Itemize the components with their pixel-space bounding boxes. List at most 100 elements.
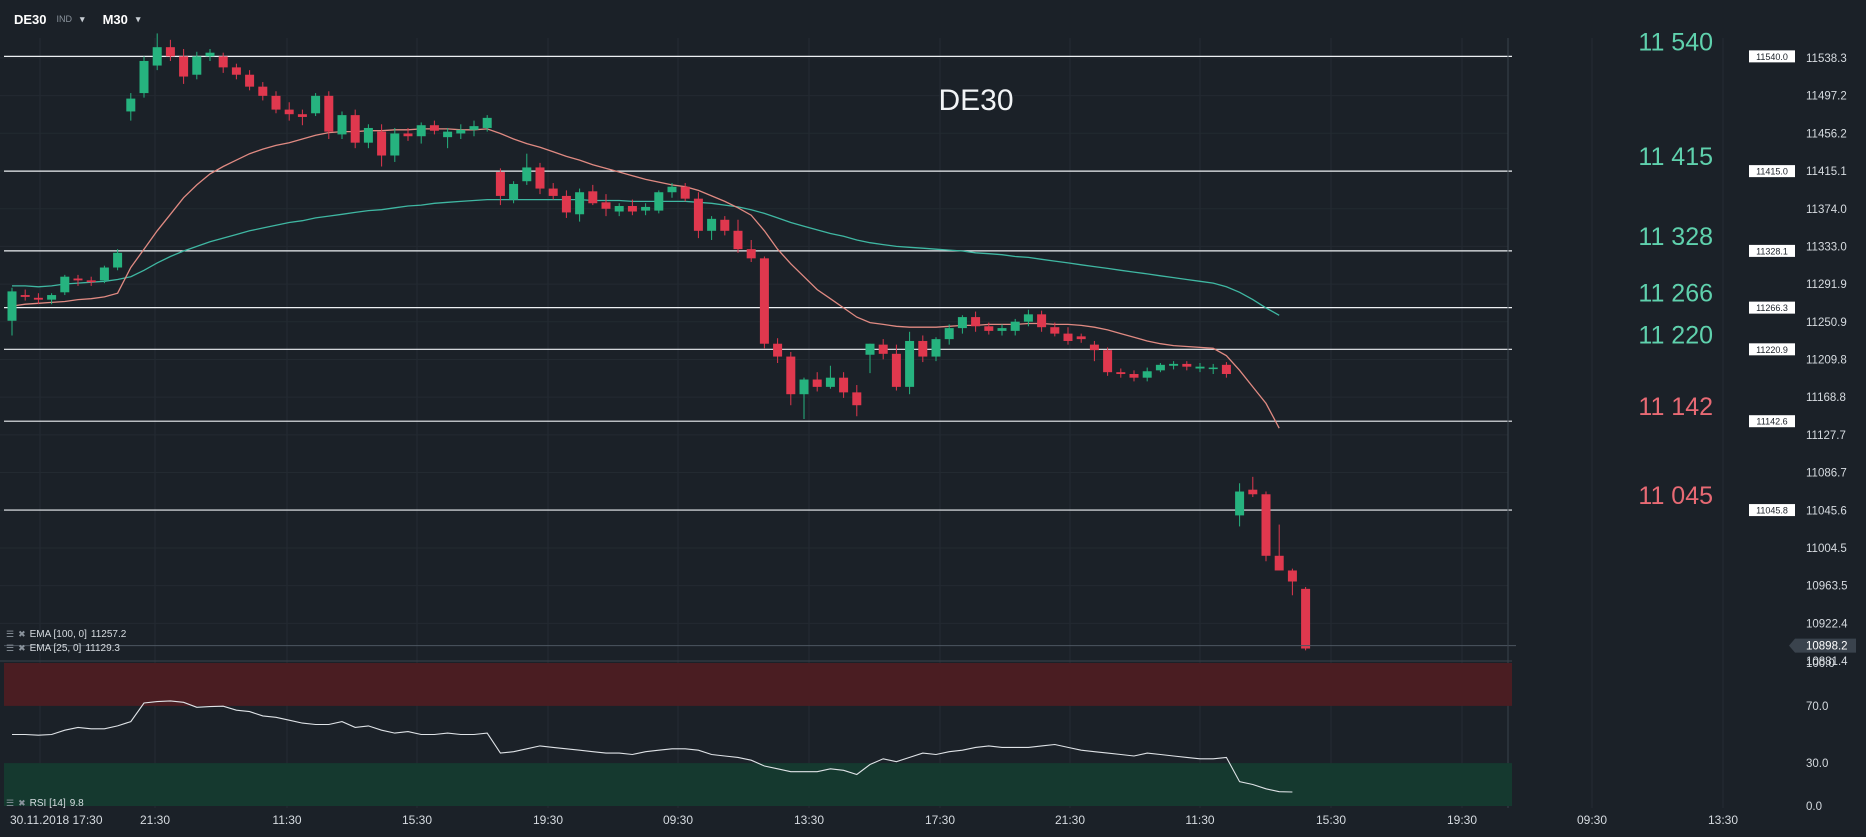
candle-body (284, 109, 294, 115)
candle (20, 289, 30, 301)
level-price-tag (1749, 244, 1795, 257)
candle (997, 324, 1007, 336)
ema25-label: EMA [25, 0] (29, 643, 82, 654)
candle-body (707, 218, 717, 231)
level-label: 11 328 (1638, 223, 1713, 251)
level-price-tag (1749, 50, 1795, 63)
candle-body (33, 297, 43, 300)
candle-body (957, 317, 967, 329)
settings-icon[interactable]: ☰ (6, 798, 15, 808)
candle (535, 162, 545, 195)
candle-body (337, 115, 347, 135)
candle (522, 153, 532, 185)
candle-body (693, 198, 703, 231)
candle (878, 339, 888, 360)
ema100-legend[interactable]: ☰ ✖ EMA [100, 0] 11257.2 (6, 629, 126, 640)
rsi-value: 9.8 (69, 798, 84, 809)
ema25-legend[interactable]: ☰ ✖ EMA [25, 0] 11129.3 (6, 643, 120, 654)
candle-body (1155, 364, 1165, 371)
candle-body (825, 377, 835, 387)
candle (324, 91, 334, 139)
candle-body (60, 276, 70, 293)
candle (707, 216, 717, 240)
candle (905, 331, 915, 395)
ema100-label: EMA [100, 0] (29, 629, 87, 640)
candles (4, 33, 1516, 651)
candle-body (1129, 374, 1139, 378)
time-tick-label: 11:30 (272, 813, 301, 827)
candle-body (971, 317, 981, 327)
candle (852, 385, 862, 417)
ema100-value: 11257.2 (90, 629, 127, 640)
timeframe-label[interactable]: M30 (102, 11, 128, 27)
level-price-tag (1749, 165, 1795, 178)
candle-body (1274, 555, 1284, 571)
price-tick-label: 11456.2 (1806, 128, 1847, 140)
candle (1129, 370, 1139, 382)
timeframe-dropdown-icon[interactable]: ▾ (135, 13, 141, 24)
candle-body (1103, 350, 1113, 373)
candle-body (192, 56, 202, 75)
level-label: 11 220 (1638, 321, 1713, 349)
candle (1103, 347, 1113, 376)
candle-body (1235, 491, 1245, 516)
current-price-badge (1789, 638, 1856, 653)
level-price-tag-text: 11266.3 (1756, 303, 1788, 313)
settings-icon[interactable]: ☰ (6, 643, 15, 653)
close-icon[interactable]: ✖ (18, 643, 26, 653)
price-tick-label: 11086.7 (1806, 468, 1847, 480)
price-tick-label: 11045.6 (1806, 505, 1847, 517)
candle (1023, 309, 1033, 327)
candle (680, 183, 690, 202)
candle (693, 192, 703, 239)
level-price-tag-text: 11328.1 (1756, 246, 1788, 256)
ema100-line (12, 198, 1280, 316)
candle-body (786, 356, 796, 395)
candle-body (905, 340, 915, 387)
price-tick-label: 11415.1 (1806, 166, 1847, 178)
candle (192, 51, 202, 80)
candle (957, 315, 967, 334)
price-tick-label: 11127.7 (1806, 430, 1846, 442)
candle-body (324, 95, 334, 132)
close-icon[interactable]: ✖ (18, 629, 26, 639)
rsi-legend[interactable]: ☰ ✖ RSI [14] 9.8 (6, 798, 84, 809)
level-price-tag-text: 11045.8 (1756, 506, 1788, 516)
candle (601, 194, 611, 217)
level-price-tag (1749, 343, 1795, 356)
candle (33, 293, 43, 305)
candle (73, 274, 83, 286)
candle (245, 70, 255, 91)
level-price-tag-text: 11540.0 (1756, 52, 1788, 62)
candle (1182, 361, 1192, 371)
price-tick-label: 10963.5 (1806, 581, 1848, 593)
candle-body (852, 392, 862, 406)
candle (297, 109, 307, 126)
candle-body (416, 125, 426, 137)
candle-body (1169, 363, 1179, 366)
candle-body (1248, 489, 1258, 495)
level-price-tag (1749, 415, 1795, 428)
settings-icon[interactable]: ☰ (6, 629, 15, 639)
candle-body (667, 186, 677, 193)
symbol-label[interactable]: DE30 (14, 11, 47, 27)
candle-body (680, 186, 690, 199)
symbol-dropdown-icon[interactable]: ▾ (80, 13, 85, 24)
candle-body (641, 206, 651, 211)
candle (812, 372, 822, 392)
candle-body (1208, 367, 1218, 370)
rsi-tick-label: 100.0 (1806, 658, 1835, 670)
level-price-tag-text: 11220.9 (1756, 345, 1788, 355)
candle (1195, 362, 1205, 373)
price-tick-label: 11291.9 (1806, 279, 1847, 291)
candle-body (1301, 588, 1311, 649)
candle-body (601, 202, 611, 209)
ema-lines (11, 128, 1280, 429)
candle (733, 219, 743, 253)
candle (588, 184, 598, 206)
candle-body (733, 230, 743, 250)
candle-body (363, 127, 373, 143)
close-icon[interactable]: ✖ (18, 798, 26, 808)
candle-body (997, 328, 1007, 331)
